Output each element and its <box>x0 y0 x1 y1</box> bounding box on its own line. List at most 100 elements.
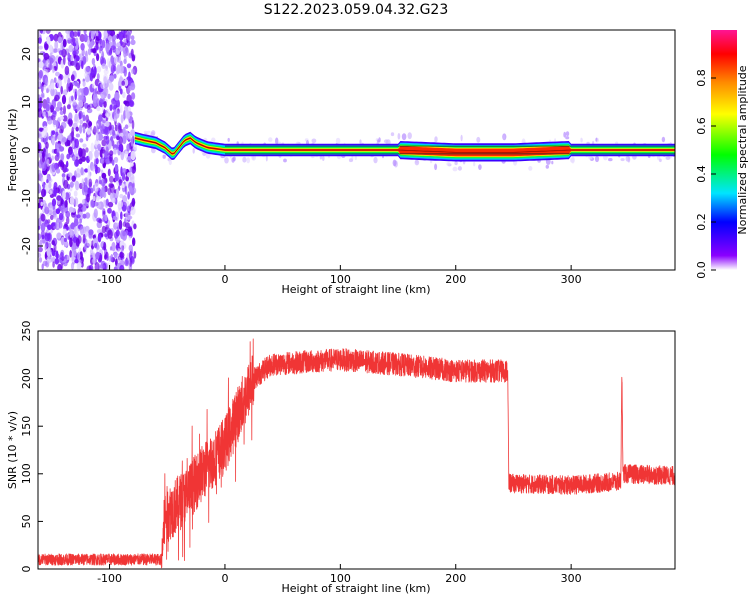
noise-blob <box>38 252 42 258</box>
noise-blob <box>129 99 134 106</box>
noise-blob <box>54 258 60 265</box>
noise-blob <box>103 199 107 207</box>
snr-y-ticks: 0 50 100 150 200 250 <box>20 321 43 573</box>
snr-x-tick-label: 300 <box>561 572 582 585</box>
noise-blob <box>107 219 111 227</box>
halo-blob <box>335 137 341 145</box>
noise-blob <box>113 147 117 155</box>
noise-blob <box>127 230 132 237</box>
snr-x-ticks: -100 0 100 200 300 <box>97 564 582 585</box>
noise-blob <box>118 219 123 230</box>
noise-blob <box>131 187 137 194</box>
noise-blob <box>99 254 102 262</box>
noise-blob <box>104 233 108 238</box>
noise-blob <box>94 182 99 192</box>
noise-blob <box>101 139 107 147</box>
noise-blob <box>77 203 83 209</box>
noise-blob <box>72 42 77 47</box>
noise-blob <box>109 156 113 162</box>
noise-blob <box>41 234 45 240</box>
noise-blob <box>68 44 74 53</box>
noise-blob <box>119 193 124 199</box>
noise-blob <box>67 52 71 59</box>
colorbar-tick-label: 0.4 <box>695 165 708 183</box>
noise-blob <box>42 148 46 153</box>
noise-blob <box>38 31 41 38</box>
halo-blob <box>545 164 549 169</box>
noise-blob <box>108 82 114 91</box>
noise-blob <box>103 101 107 108</box>
noise-blob <box>76 251 81 261</box>
noise-blob <box>109 104 113 111</box>
spectrogram-y-tick-label: 10 <box>20 95 33 109</box>
halo-blob <box>265 154 268 162</box>
halo-blob <box>457 166 462 171</box>
noise-blob <box>107 93 111 100</box>
noise-blob <box>116 243 119 251</box>
noise-blob <box>41 162 47 172</box>
noise-blob <box>98 114 103 122</box>
noise-blob <box>76 168 81 175</box>
noise-blob <box>41 188 46 198</box>
noise-blob <box>130 137 134 147</box>
spectrogram-x-tick-label: 100 <box>330 273 351 286</box>
halo-blob <box>359 139 362 144</box>
noise-blob <box>38 108 43 118</box>
noise-blob <box>49 189 53 196</box>
noise-blob <box>88 150 93 161</box>
noise-blob <box>126 156 132 161</box>
halo-blob <box>571 156 575 164</box>
noise-blob <box>123 30 126 39</box>
noise-blob <box>74 259 79 264</box>
noise-blob <box>91 58 96 65</box>
snr-panel: -100 0 100 200 300 0 50 100 150 200 250 Height of… <box>6 321 676 595</box>
noise-blob <box>41 92 45 98</box>
halo-blob <box>620 158 625 162</box>
noise-blob <box>75 126 79 132</box>
noise-blob <box>130 150 136 161</box>
halo-blob <box>132 143 138 151</box>
noise-blob <box>74 138 79 149</box>
snr-frame <box>37 330 676 570</box>
noise-blob <box>77 31 81 37</box>
noise-blob <box>63 55 66 66</box>
noise-blob <box>113 215 116 221</box>
noise-blob <box>45 103 50 112</box>
noise-blob <box>40 201 43 207</box>
noise-blob <box>101 39 106 49</box>
noise-blob <box>91 83 95 89</box>
noise-blob <box>90 142 95 153</box>
halo-blob <box>348 158 353 163</box>
noise-blob <box>114 92 120 101</box>
noise-blob <box>55 131 59 137</box>
noise-blob <box>74 159 80 167</box>
noise-blob <box>71 140 75 149</box>
noise-blob <box>60 263 64 270</box>
noise-blob <box>88 229 94 236</box>
noise-blob <box>66 216 70 225</box>
halo-blob <box>246 157 250 164</box>
noise-blob <box>70 74 75 82</box>
noise-blob <box>62 190 66 200</box>
noise-blob <box>86 239 93 247</box>
noise-blob <box>93 125 97 136</box>
noise-blob <box>45 141 49 149</box>
noise-blob <box>56 143 59 150</box>
noise-blob <box>122 221 126 227</box>
noise-blob <box>48 181 52 189</box>
halo-blob <box>397 133 401 140</box>
halo-blob <box>268 137 273 142</box>
snr-x-tick-label: 100 <box>330 572 351 585</box>
noise-blob <box>130 39 136 46</box>
noise-blob <box>118 181 122 186</box>
spectrogram-x-tick-label: 200 <box>445 273 466 286</box>
noise-blob <box>98 219 103 224</box>
noise-blob <box>120 211 123 220</box>
snr-x-tick-label: 200 <box>445 572 466 585</box>
noise-blob <box>71 207 76 213</box>
noise-blob <box>126 215 133 220</box>
noise-blob <box>123 78 129 87</box>
noise-blob <box>75 238 80 247</box>
noise-blob <box>58 205 62 212</box>
